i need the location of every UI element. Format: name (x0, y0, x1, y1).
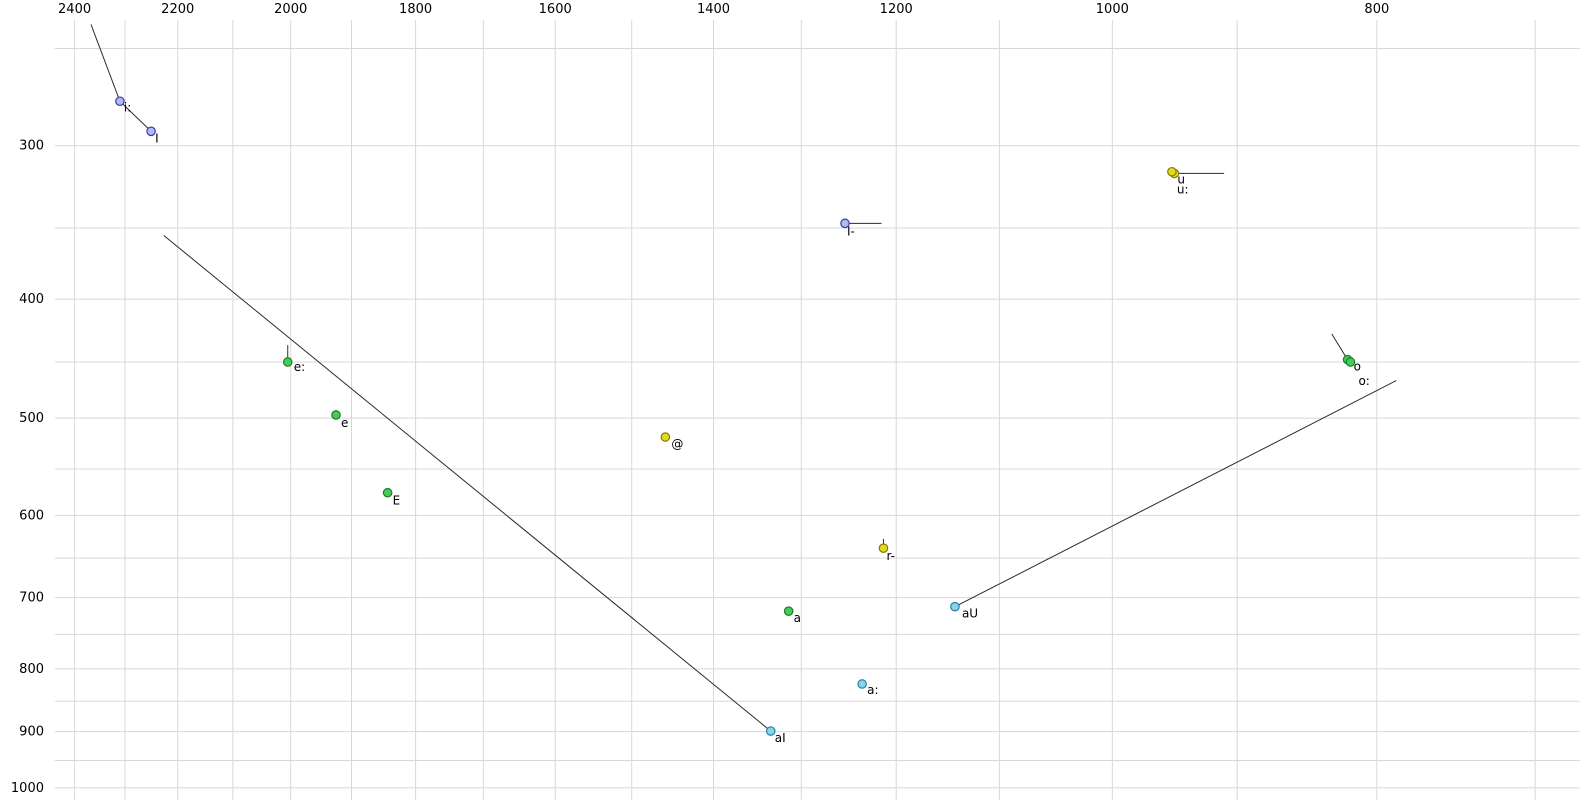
vowel-point-r-[interactable] (878, 543, 889, 553)
trajectory-aI (163, 235, 772, 732)
x-tick-label: 2400 (58, 2, 91, 17)
grid-lines (55, 20, 1580, 800)
trajectory-i: (90, 24, 121, 102)
y-tick-label: 300 (19, 139, 44, 154)
vowel-label-a: a (794, 611, 801, 625)
y-tick-label: 800 (19, 662, 44, 677)
x-tick-label: 1000 (1096, 2, 1129, 17)
y-tick-label: 500 (19, 411, 44, 426)
vowel-label-I-: I- (847, 224, 855, 238)
vowel-label-I: I (155, 131, 159, 145)
x-tick-label: 1400 (697, 2, 730, 17)
vowel-point-e[interactable] (331, 410, 341, 420)
axis-tick-labels: 2400 2200 2000 1800 1600 1400 1200 1000 800 300 40… (11, 2, 1389, 796)
vowel-point-@[interactable] (660, 432, 671, 442)
trajectory-I (119, 100, 152, 132)
trajectory-aU (954, 380, 1397, 608)
x-tick-label: 1200 (880, 2, 913, 17)
vowel-point-a:[interactable] (857, 679, 867, 689)
vowel-label-r-: r- (886, 549, 895, 563)
vowel-point-I[interactable] (146, 126, 156, 137)
x-tick-label: 2000 (274, 2, 307, 17)
x-tick-label: 800 (1364, 2, 1389, 17)
formant-trajectories (90, 24, 1397, 732)
y-tick-label: 600 (19, 508, 44, 523)
vowel-label-u:: u: (1177, 183, 1189, 197)
vowel-points (115, 96, 1356, 736)
vowel-label-e:: e: (294, 360, 305, 374)
vowel-point-a[interactable] (783, 606, 794, 616)
vowel-label-E: E (393, 494, 401, 508)
vowel-label-aI: aI (775, 731, 786, 745)
vowel-label-u: u (1177, 172, 1185, 186)
vowel-point-i:[interactable] (115, 96, 125, 107)
vowel-point-aU[interactable] (950, 601, 960, 612)
y-tick-label: 900 (19, 725, 44, 740)
vowel-label-@: @ (671, 437, 683, 451)
vowel-label-o: o (1354, 360, 1361, 374)
vowel-point-aI[interactable] (765, 726, 776, 736)
vowel-labels: i: Iuu: I-e: e @ Er-a aU a: aI oo: (124, 100, 1370, 745)
y-tick-label: 1000 (11, 781, 44, 796)
y-tick-label: 700 (19, 591, 44, 606)
vowel-label-a:: a: (867, 683, 878, 697)
vowel-point-o:[interactable] (1345, 357, 1356, 367)
vowel-point-I-[interactable] (840, 218, 850, 229)
vowel-point-e:[interactable] (282, 357, 293, 367)
vowel-label-o:: o: (1358, 374, 1369, 388)
vowel-point-u:[interactable] (1167, 166, 1177, 177)
trajectory-o (1331, 333, 1349, 360)
vowel-label-aU: aU (962, 607, 978, 621)
y-tick-label: 400 (19, 292, 44, 307)
vowel-label-e: e (341, 416, 348, 430)
x-tick-label: 2200 (161, 2, 194, 17)
vowel-label-i:: i: (124, 100, 131, 114)
x-tick-label: 1600 (539, 2, 572, 17)
x-tick-label: 1800 (399, 2, 432, 17)
vowel-point-E[interactable] (382, 487, 393, 498)
